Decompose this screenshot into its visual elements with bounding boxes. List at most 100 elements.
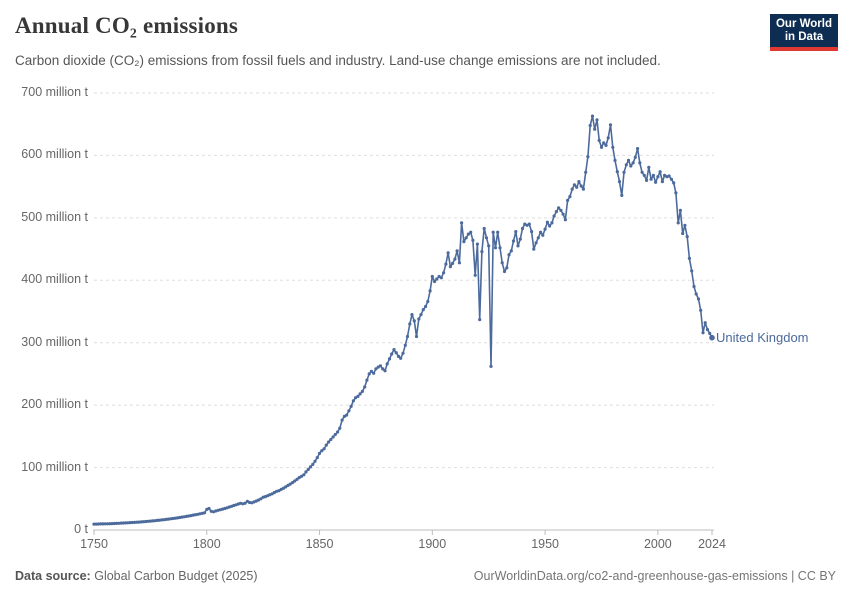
data-point — [243, 501, 247, 505]
data-point — [417, 317, 421, 321]
y-axis-label: 200 million t — [21, 397, 88, 412]
data-point — [563, 218, 568, 222]
page-title: Annual CO₂ emissions — [15, 13, 239, 38]
owid-logo[interactable]: Our World in Data — [770, 14, 838, 51]
data-point — [446, 251, 450, 255]
data-point — [293, 479, 297, 483]
data-point — [419, 313, 423, 317]
data-point — [378, 364, 382, 368]
data-point — [579, 184, 583, 188]
data-point — [550, 221, 554, 225]
data-point — [667, 174, 671, 178]
data-point — [613, 158, 617, 162]
data-point — [410, 313, 414, 317]
data-point — [674, 191, 678, 195]
data-point — [466, 232, 470, 236]
data-point — [99, 522, 103, 526]
data-point — [105, 522, 110, 526]
data-point — [428, 289, 432, 293]
data-point — [372, 371, 376, 375]
data-point — [561, 212, 565, 216]
y-axis-label: 600 million t — [21, 147, 88, 162]
data-point — [530, 230, 534, 234]
data-point — [545, 220, 550, 224]
data-point — [584, 170, 588, 174]
x-axis-label: 2000 — [643, 537, 672, 551]
data-point — [568, 195, 572, 199]
data-point — [608, 123, 613, 127]
data-point — [365, 378, 369, 382]
data-point — [520, 226, 525, 231]
data-point — [363, 385, 367, 389]
data-point — [527, 222, 531, 226]
data-point — [669, 177, 674, 181]
data-point — [439, 276, 443, 280]
data-point — [647, 165, 651, 169]
data-point — [126, 521, 130, 525]
data-point — [631, 161, 635, 165]
data-point — [320, 449, 324, 453]
data-point — [518, 237, 522, 241]
data-point — [660, 180, 665, 184]
data-point — [471, 238, 475, 242]
data-point — [687, 256, 692, 260]
data-point — [110, 522, 114, 526]
y-axis-label: 100 million t — [21, 459, 88, 474]
data-point — [142, 520, 146, 524]
data-point — [333, 432, 337, 437]
data-point — [457, 261, 461, 265]
data-point — [96, 522, 101, 526]
data-point — [514, 230, 518, 234]
data-point — [306, 467, 310, 471]
data-point — [412, 319, 416, 323]
y-axis-label: 0 t — [74, 522, 88, 536]
data-point — [626, 158, 631, 162]
data-point — [315, 456, 319, 460]
data-point — [577, 180, 581, 184]
data-point — [638, 161, 642, 165]
data-point — [390, 352, 394, 356]
data-point — [347, 409, 351, 413]
data-point — [611, 145, 615, 149]
x-axis-label: 1900 — [418, 537, 447, 551]
data-point — [617, 180, 622, 184]
data-point — [642, 173, 646, 177]
data-point — [516, 244, 520, 248]
data-point — [599, 145, 604, 149]
data-point — [299, 474, 304, 478]
data-point — [511, 239, 516, 243]
series-label-united-kingdom[interactable]: United Kingdom — [716, 330, 809, 345]
data-point — [543, 227, 547, 231]
data-point — [414, 334, 419, 339]
data-point — [602, 141, 606, 145]
data-point — [690, 269, 694, 273]
data-point — [624, 163, 628, 167]
x-axis-label: 1800 — [192, 537, 221, 551]
data-point — [345, 413, 349, 417]
data-point — [358, 392, 362, 396]
data-point — [640, 170, 644, 174]
data-point — [658, 170, 662, 174]
data-point — [130, 520, 134, 525]
data-point — [304, 470, 308, 474]
data-point — [586, 155, 590, 159]
data-point — [329, 437, 333, 442]
data-point — [317, 451, 322, 455]
data-point — [649, 177, 653, 181]
data-point — [557, 206, 561, 210]
data-point — [448, 265, 452, 269]
footer-link[interactable]: OurWorldinData.org/co2-and-greenhouse-ga… — [473, 569, 836, 583]
data-point — [396, 354, 401, 358]
data-point — [654, 180, 658, 184]
data-point — [408, 322, 412, 326]
data-point — [327, 440, 331, 444]
data-point — [322, 447, 326, 451]
data-point — [295, 477, 299, 481]
data-point — [356, 394, 360, 398]
chart-subtitle: Carbon dioxide (CO₂) emissions from foss… — [15, 53, 661, 68]
data-point — [453, 257, 457, 261]
y-axis-label: 700 million t — [21, 85, 88, 99]
data-point — [597, 138, 601, 142]
data-point — [606, 136, 610, 140]
